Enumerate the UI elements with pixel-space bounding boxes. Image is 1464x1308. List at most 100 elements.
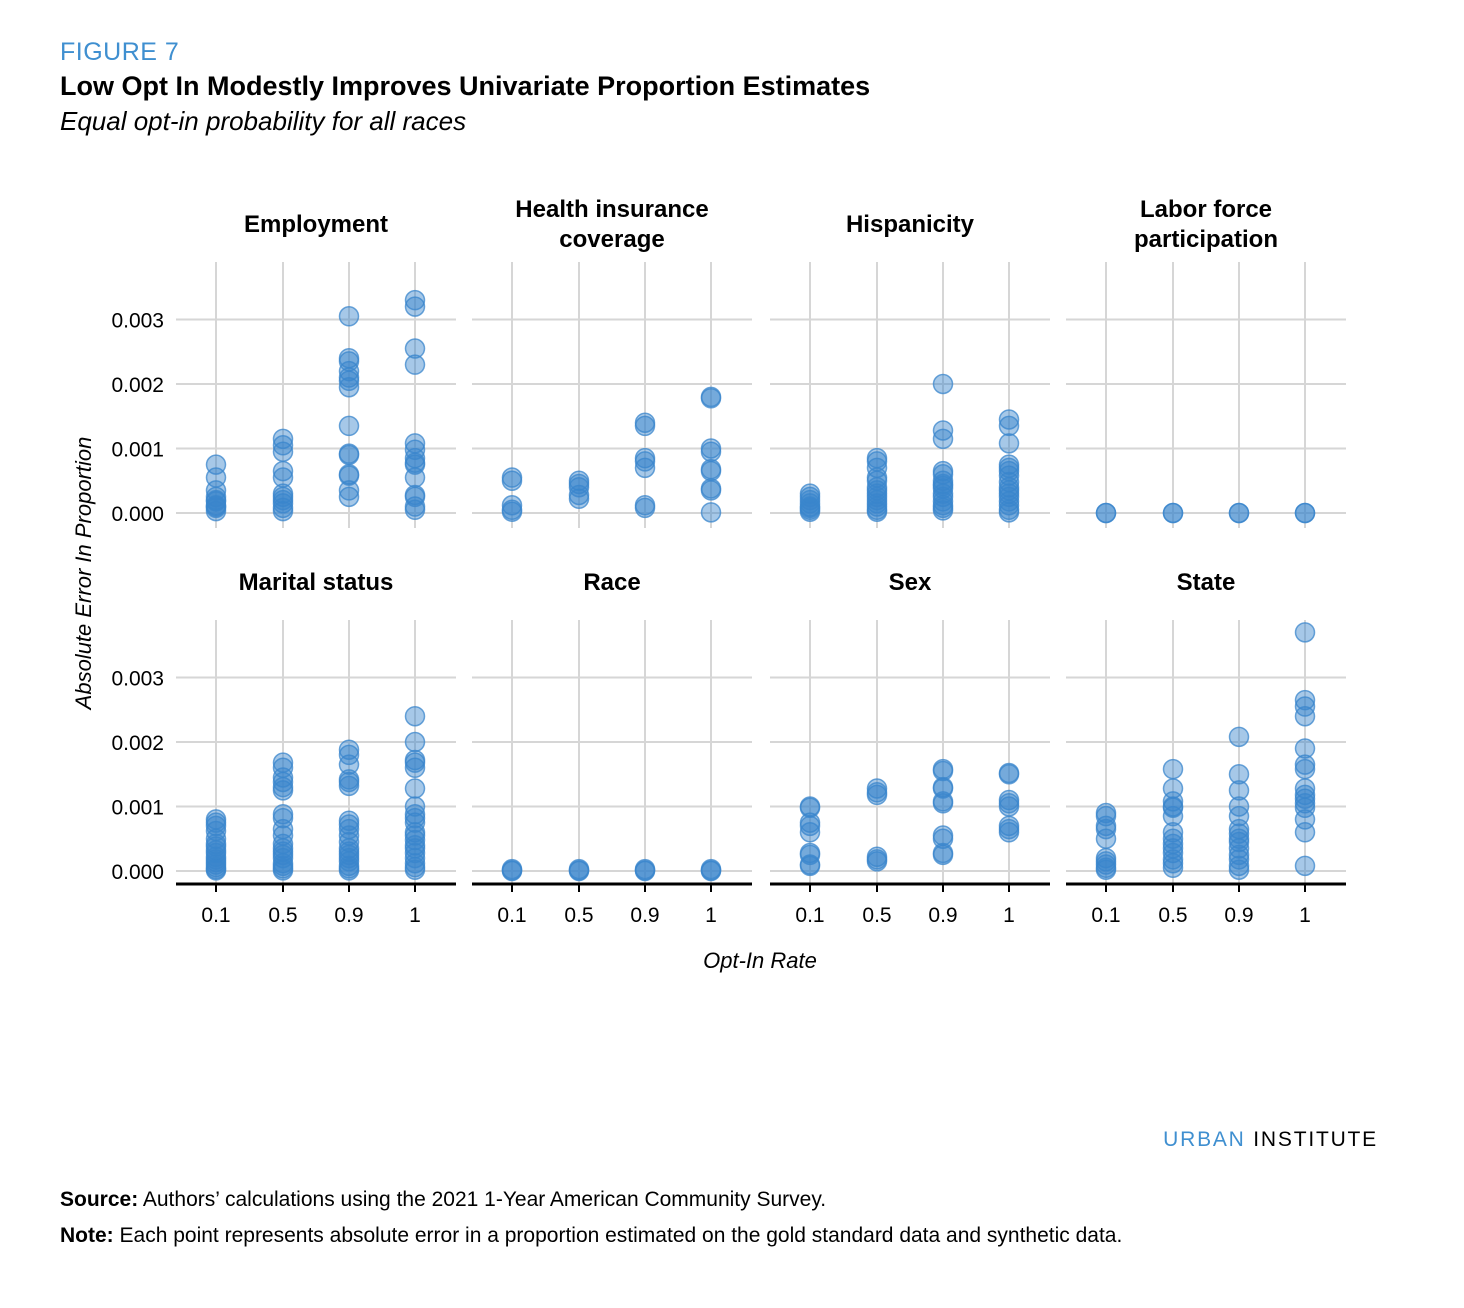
facet-title-line-2: coverage: [559, 226, 664, 253]
data-point: [1228, 502, 1250, 524]
x-tick-label: 0.5: [564, 904, 593, 927]
data-point: [932, 844, 954, 866]
data-point: [1228, 726, 1250, 748]
data-point: [799, 797, 821, 819]
data-point: [998, 822, 1020, 843]
y-tick-label: 0.001: [111, 797, 164, 820]
data-point: [1294, 689, 1316, 711]
data-point: [1162, 797, 1184, 819]
data-point: [338, 814, 360, 835]
data-point: [932, 760, 954, 782]
data-point: [338, 370, 360, 392]
data-point: [700, 441, 722, 462]
facet-panel: Health insurance coverage: [472, 196, 752, 528]
x-tick-label: 0.9: [1224, 904, 1253, 927]
data-point: [568, 860, 590, 882]
data-point: [998, 502, 1020, 523]
facet-title: Hispanicity: [846, 211, 975, 238]
facet-title-line-2: participation: [1134, 226, 1278, 253]
data-point: [404, 731, 426, 753]
y-tick-label: 0.003: [111, 310, 164, 333]
data-point: [1162, 853, 1184, 874]
data-point: [404, 289, 426, 311]
data-point: [338, 306, 360, 327]
data-point: [634, 451, 656, 472]
data-point: [932, 828, 954, 849]
data-point: [866, 784, 888, 806]
data-point: [1294, 855, 1316, 877]
data-point: [404, 499, 426, 521]
data-point: [404, 807, 426, 829]
data-point: [205, 860, 227, 881]
data-point: [866, 501, 888, 522]
data-point: [404, 778, 426, 799]
data-point: [338, 376, 360, 398]
data-point: [799, 855, 821, 877]
data-point: [272, 500, 294, 522]
data-point: [1162, 857, 1184, 879]
figure-label: FIGURE 7: [60, 38, 180, 66]
note-label: Note:: [60, 1224, 114, 1247]
data-point: [700, 502, 722, 523]
data-point: [932, 793, 954, 814]
facet-panel: 0.1 0.5 0.9 1 Sex: [770, 569, 1050, 927]
data-point: [1294, 793, 1316, 814]
facet-title: Race: [583, 569, 640, 596]
data-point: [998, 796, 1020, 817]
data-point: [866, 851, 888, 872]
data-point: [501, 470, 523, 491]
facet-panel: 0.000 0.001 0.002 0.003 0.1 0.5 0.9 1 Marital st…: [111, 569, 456, 927]
x-tick-label: 0.1: [795, 904, 824, 927]
data-point: [1294, 754, 1316, 775]
x-tick-label: 0.5: [268, 904, 297, 927]
x-axis-title: Opt-In Rate: [703, 948, 817, 973]
data-point: [998, 409, 1020, 430]
data-point: [404, 859, 426, 880]
data-point: [1095, 502, 1117, 524]
data-point: [501, 860, 523, 882]
data-point: [501, 495, 523, 516]
facet-panel: 0.1 0.5 0.9 1 Race: [472, 569, 752, 927]
y-tick-label: 0.000: [111, 503, 164, 526]
data-point: [1294, 622, 1316, 643]
source-text: Authors’ calculations using the 2021 1-Y…: [142, 1188, 827, 1211]
data-point: [205, 500, 227, 522]
data-point: [404, 757, 426, 779]
x-tick-label: 0.1: [201, 904, 230, 927]
facet-title: Sex: [889, 569, 932, 596]
data-point: [932, 420, 954, 441]
data-point: [272, 460, 294, 482]
data-point: [205, 489, 227, 511]
data-point: [338, 465, 360, 486]
facet-title-line-1: Labor force: [1140, 196, 1272, 223]
note-text: Each point represents absolute error in …: [119, 1224, 1123, 1247]
data-point: [1294, 738, 1316, 759]
data-point: [634, 497, 656, 519]
y-tick-label: 0.002: [111, 732, 164, 755]
data-point: [404, 354, 426, 375]
x-tick-label: 1: [705, 904, 717, 927]
data-point: [1228, 823, 1250, 844]
faceted-scatter-chart: 0.000 0.001 0.002 0.003 Employment Health ins…: [71, 196, 1346, 973]
data-point: [404, 796, 426, 817]
data-point: [338, 860, 360, 881]
data-point: [568, 488, 590, 510]
data-point: [568, 476, 590, 498]
figure-title: Low Opt In Modestly Improves Univariate …: [60, 71, 871, 101]
data-point: [700, 480, 722, 501]
data-point: [799, 815, 821, 837]
figure-subtitle: Equal opt-in probability for all races: [60, 106, 467, 136]
data-point: [998, 495, 1020, 516]
x-tick-label: 0.5: [862, 904, 891, 927]
data-point: [338, 480, 360, 501]
data-point: [404, 338, 426, 359]
data-point: [1294, 502, 1316, 524]
y-tick-label: 0.000: [111, 861, 164, 884]
facet-title: Marital status: [239, 569, 394, 596]
brand-part-2: INSTITUTE: [1253, 1128, 1378, 1151]
data-point: [1294, 822, 1316, 843]
y-tick-label: 0.001: [111, 439, 164, 462]
data-point: [501, 501, 523, 522]
facet-panel: 0.000 0.001 0.002 0.003 Employment: [111, 211, 456, 528]
note: Note: Each point represents absolute err…: [60, 1224, 1122, 1248]
